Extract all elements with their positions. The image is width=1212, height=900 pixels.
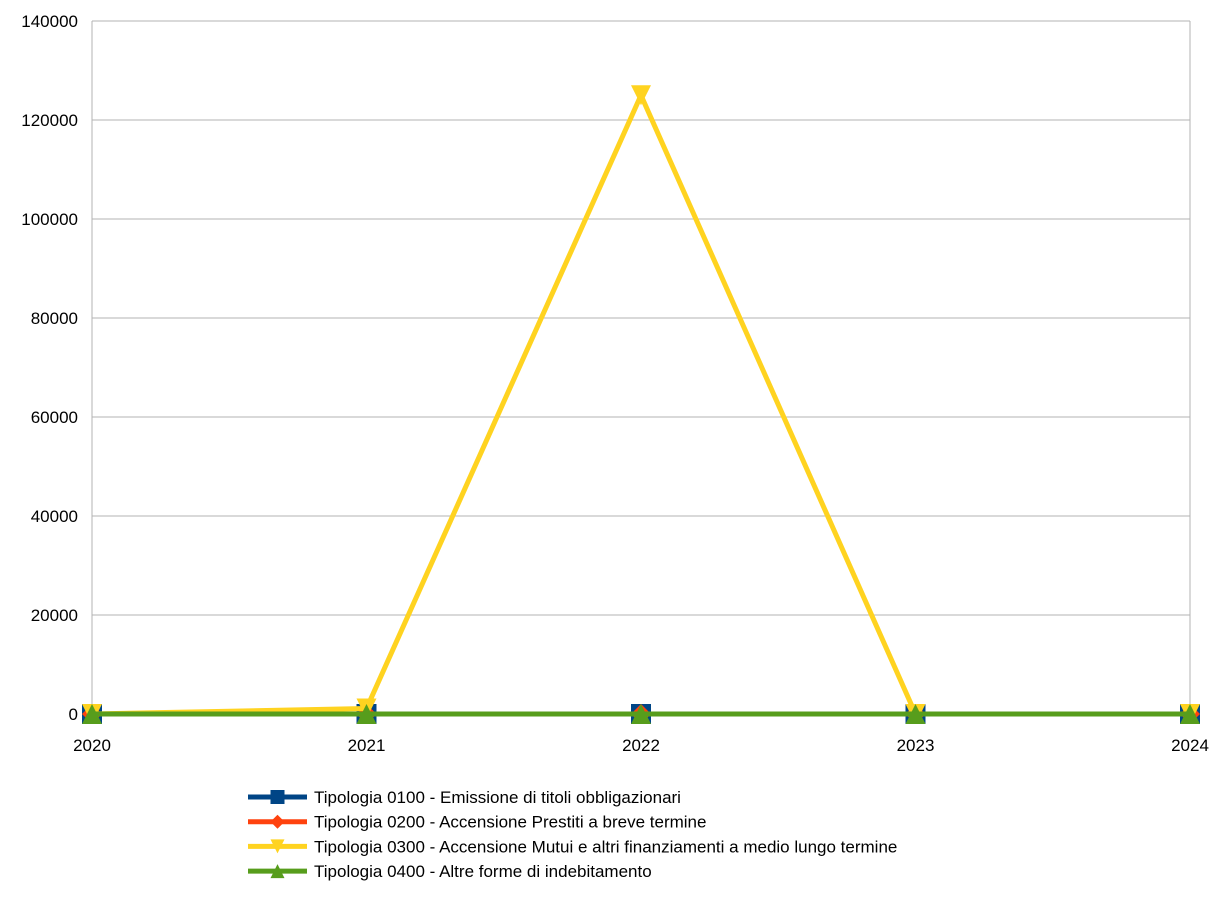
y-tick-label: 120000 (21, 111, 78, 130)
data-point (82, 704, 102, 724)
y-tick-label: 60000 (31, 408, 78, 427)
y-tick-label: 100000 (21, 210, 78, 229)
legend: Tipologia 0100 - Emissione di titoli obb… (248, 788, 897, 881)
legend-swatch-marker (270, 790, 285, 804)
legend-label: Tipologia 0400 - Altre forme di indebita… (314, 862, 652, 881)
x-tick-label: 2022 (622, 736, 660, 755)
x-tick-label: 2020 (73, 736, 111, 755)
legend-item: Tipologia 0300 - Accensione Mutui e altr… (248, 837, 897, 856)
axes: 0 20000 40000 60000 80000 100000 120000 140000 2… (21, 12, 1209, 755)
y-tick-label: 80000 (31, 309, 78, 328)
x-tick-label: 2021 (348, 736, 386, 755)
series-4 (82, 704, 1200, 724)
data-point (631, 85, 651, 106)
legend-swatch-marker (270, 814, 285, 829)
series-3 (82, 85, 1200, 724)
plot-area (82, 85, 1200, 724)
data-point (356, 704, 377, 724)
data-point (1180, 704, 1200, 724)
grid (91, 20, 1191, 715)
legend-label: Tipologia 0200 - Accensione Prestiti a b… (314, 813, 706, 832)
y-tick-label: 140000 (21, 12, 78, 31)
data-point (631, 704, 651, 724)
legend-swatch-marker (270, 864, 285, 879)
series-line (91, 89, 1190, 717)
data-point (905, 704, 926, 724)
legend-item: Tipologia 0100 - Emissione di titoli obb… (248, 788, 681, 807)
legend-item: Tipologia 0400 - Altre forme di indebita… (248, 862, 652, 881)
x-tick-label: 2024 (1171, 736, 1209, 755)
x-tick-label: 2023 (897, 736, 935, 755)
legend-label: Tipologia 0100 - Emissione di titoli obb… (314, 788, 681, 807)
legend-label: Tipologia 0300 - Accensione Mutui e altr… (314, 837, 897, 856)
y-tick-label: 40000 (31, 507, 78, 526)
y-tick-label: 0 (69, 705, 78, 724)
legend-item: Tipologia 0200 - Accensione Prestiti a b… (248, 813, 706, 832)
y-tick-label: 20000 (31, 606, 78, 625)
legend-swatch-marker (270, 839, 285, 854)
